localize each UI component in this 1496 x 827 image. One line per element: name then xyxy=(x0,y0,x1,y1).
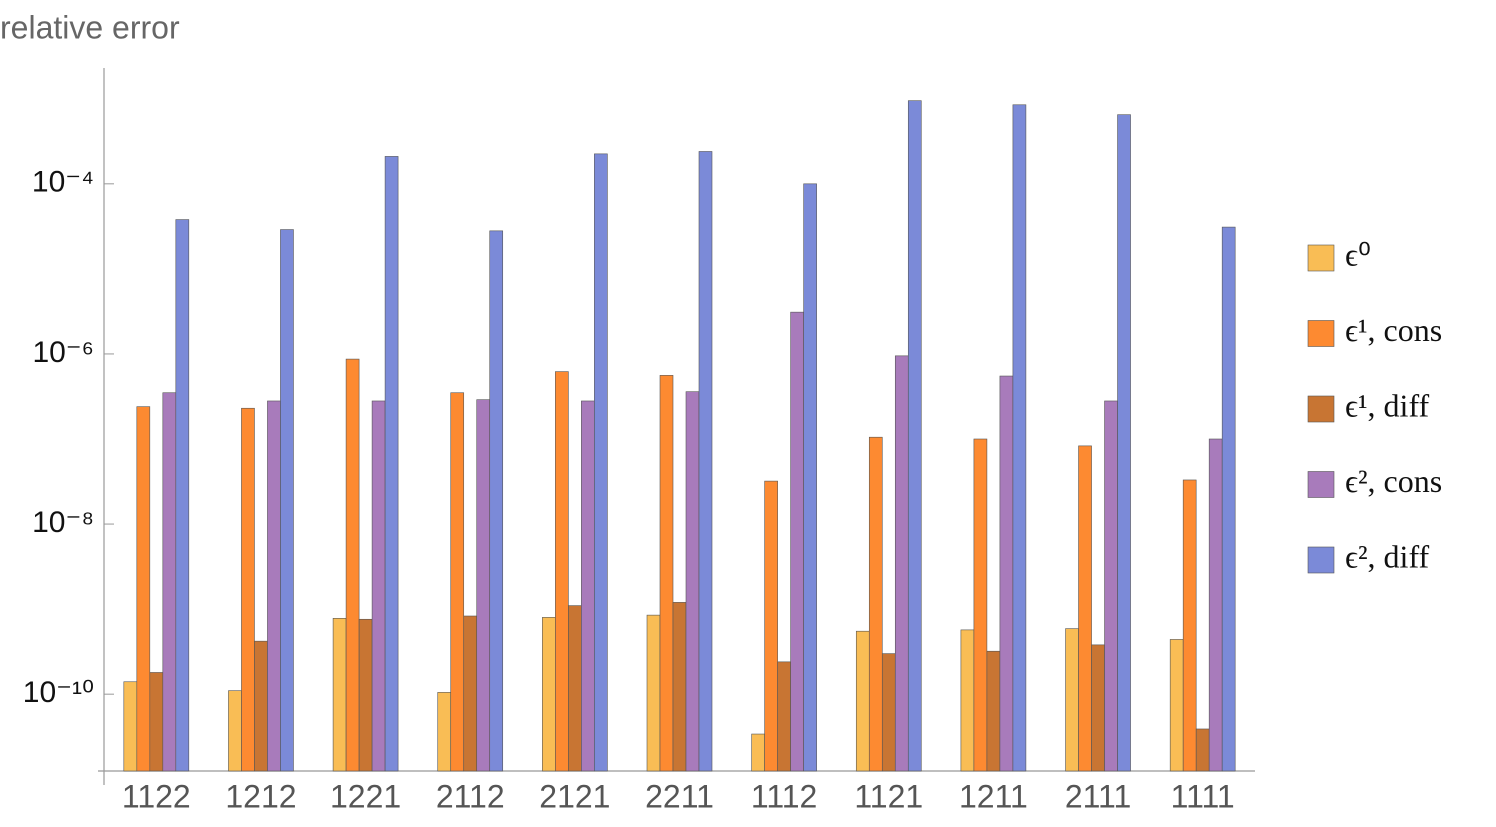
legend-swatch xyxy=(1307,320,1335,347)
bar xyxy=(986,650,1001,772)
y-tick-label: 10⁻⁴ xyxy=(32,166,94,199)
legend-swatch xyxy=(1307,244,1335,272)
bar xyxy=(1091,644,1105,772)
legend-label: ϵ², diff xyxy=(1345,538,1430,574)
bar xyxy=(542,617,556,772)
bar xyxy=(960,629,975,772)
x-tick-label: 1111 xyxy=(1171,778,1235,814)
legend-label: ϵ¹, cons xyxy=(1345,312,1442,348)
bar xyxy=(803,183,817,772)
bar xyxy=(476,399,491,772)
bar xyxy=(489,230,504,772)
bar xyxy=(659,375,674,772)
y-tick-label: 10⁻¹⁰ xyxy=(23,676,94,709)
bar xyxy=(136,406,151,772)
y-tick-label: 10⁻⁶ xyxy=(32,336,94,369)
legend-label: ϵ¹, diff xyxy=(1345,387,1430,423)
legend-swatch xyxy=(1307,471,1335,498)
bar xyxy=(855,630,870,772)
bar xyxy=(672,602,687,772)
bar xyxy=(1104,400,1118,772)
x-tick-label: 1211 xyxy=(959,778,1028,814)
bar xyxy=(568,605,582,772)
bar xyxy=(751,733,765,772)
bar xyxy=(868,436,883,772)
bar xyxy=(907,100,922,772)
x-tick-label: 1221 xyxy=(330,778,401,814)
x-tick-label: 1212 xyxy=(225,778,296,814)
bar xyxy=(384,156,399,772)
bar xyxy=(149,672,164,772)
bar xyxy=(345,358,360,772)
legend-swatch xyxy=(1307,546,1335,574)
bar xyxy=(764,480,778,772)
bar xyxy=(1078,445,1092,772)
bar xyxy=(332,618,347,772)
x-tick-label: 1121 xyxy=(854,778,923,814)
bar xyxy=(1065,628,1079,772)
bar xyxy=(1221,226,1236,772)
bar xyxy=(228,690,242,772)
x-tick-label: 1112 xyxy=(751,778,817,814)
legend-swatch xyxy=(1307,395,1335,423)
bar xyxy=(280,229,294,772)
y-tick-label: 10⁻⁸ xyxy=(32,506,94,539)
x-tick-label: 1122 xyxy=(122,778,191,814)
bar xyxy=(1195,728,1210,772)
bar xyxy=(437,692,452,772)
bar xyxy=(685,391,700,772)
bar xyxy=(162,392,177,772)
x-tick-label: 2211 xyxy=(645,778,714,814)
bar xyxy=(254,640,268,772)
bar xyxy=(267,400,281,772)
bar xyxy=(1182,479,1197,772)
bar xyxy=(463,615,478,772)
bar xyxy=(594,153,608,772)
bar xyxy=(1117,114,1131,772)
bar xyxy=(646,614,661,772)
bar xyxy=(1012,104,1027,772)
bar xyxy=(358,618,373,772)
bar xyxy=(777,661,791,772)
bar xyxy=(894,355,909,772)
bar xyxy=(450,392,465,772)
bar xyxy=(175,219,190,772)
bar xyxy=(371,400,386,772)
bar xyxy=(581,400,595,772)
bar xyxy=(1208,438,1223,772)
x-tick-label: 2121 xyxy=(539,778,610,814)
bar xyxy=(790,311,804,772)
legend-label: ϵ⁰ xyxy=(1345,236,1371,272)
x-tick-label: 2111 xyxy=(1065,778,1131,814)
bar xyxy=(698,151,713,772)
bar xyxy=(881,653,896,772)
bar xyxy=(999,375,1014,772)
x-tick-label: 2112 xyxy=(436,778,505,814)
bar xyxy=(123,681,138,772)
bar xyxy=(555,371,569,772)
legend-label: ϵ², cons xyxy=(1345,463,1442,499)
bar xyxy=(973,438,988,772)
y-axis-label: relative error xyxy=(0,9,180,45)
bar xyxy=(1169,639,1184,772)
bar xyxy=(241,407,255,772)
